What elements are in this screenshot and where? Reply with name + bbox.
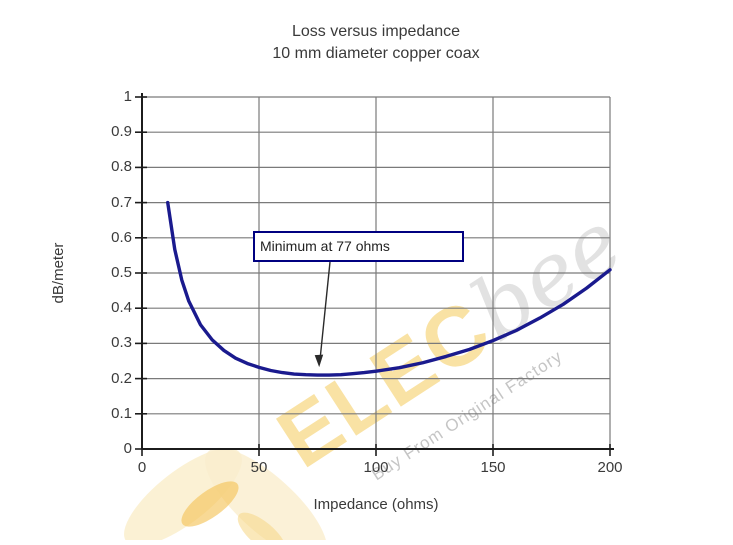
annotation-text: Minimum at 77 ohms	[260, 238, 390, 254]
annotation-box: Minimum at 77 ohms	[253, 231, 464, 262]
